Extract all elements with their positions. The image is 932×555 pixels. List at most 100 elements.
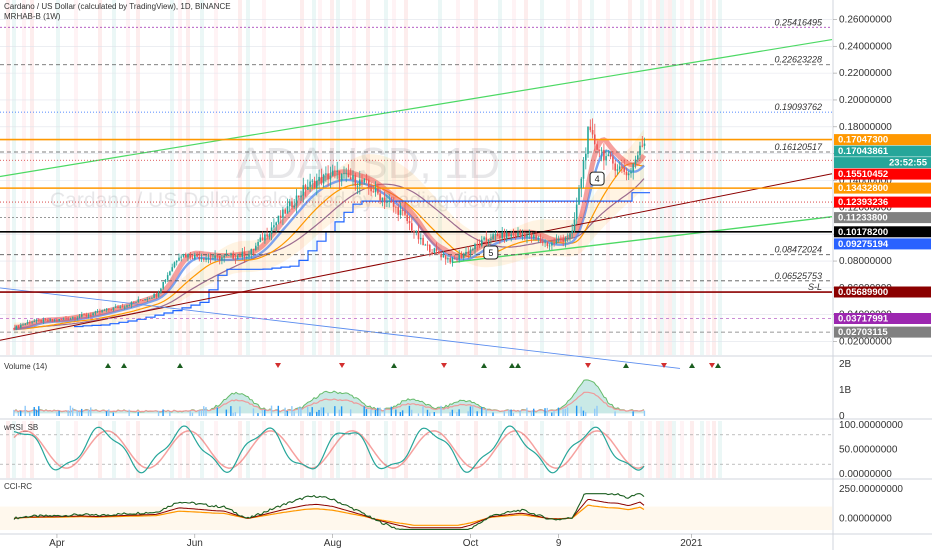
price-axis-label: 0.14000000 — [839, 176, 892, 187]
price-badge-bg — [834, 313, 931, 324]
signal-stripe — [12, 0, 16, 355]
candle-body — [462, 254, 465, 258]
volume-bar — [533, 408, 535, 416]
signal-stripe — [540, 421, 544, 478]
signal-stripe — [352, 421, 356, 478]
signal-stripe — [648, 421, 652, 478]
cci-orange-line — [13, 504, 645, 526]
candle-body — [433, 248, 436, 253]
volume-bar — [632, 411, 634, 416]
price-badge-text: 23:52:55 — [889, 158, 928, 169]
candle-body — [103, 310, 106, 312]
volume-bar — [363, 406, 365, 416]
candle-body — [42, 319, 45, 322]
price-badge-text: 0.11233800 — [838, 213, 888, 224]
candle-body — [336, 170, 338, 172]
signal-stripe — [718, 0, 722, 355]
volume-bar — [530, 410, 533, 416]
volume-bar — [311, 407, 313, 416]
volume-bar — [553, 410, 555, 416]
volume-bar — [309, 412, 311, 416]
candle-body — [117, 306, 119, 308]
candle-body — [564, 238, 567, 242]
volume-bar — [580, 406, 582, 416]
signal-stripe — [170, 421, 174, 478]
volume-bar — [286, 411, 289, 416]
volume-bar — [128, 409, 130, 416]
candle-body — [65, 318, 67, 320]
signal-stripe — [498, 0, 502, 355]
signal-stripe — [186, 0, 190, 355]
volume-bar — [270, 405, 273, 416]
candle-body — [451, 258, 454, 263]
signal-stripe — [566, 0, 570, 355]
candle-body — [600, 149, 603, 151]
signal-stripe — [30, 421, 34, 478]
candle-body — [422, 237, 424, 246]
stop-step-line — [74, 192, 650, 328]
signal-stripe — [606, 421, 610, 478]
candle-body — [286, 206, 289, 214]
volume-bar — [440, 405, 442, 416]
candle-body — [411, 223, 413, 231]
candle-body — [160, 288, 162, 293]
price-badge-bg — [834, 226, 931, 238]
signal-stripe — [660, 421, 664, 478]
wrsi-axis-label: 100.00000000 — [839, 420, 903, 431]
price-badge-bg — [834, 157, 931, 169]
signal-stripe — [312, 0, 316, 355]
candle-body — [377, 187, 379, 194]
price-badge-bg — [834, 238, 931, 250]
candle-body — [218, 256, 221, 261]
candle-body — [589, 126, 592, 131]
support-trendline — [452, 216, 833, 264]
candle-body — [594, 134, 596, 145]
signal-stripe — [384, 0, 388, 355]
price-badge: 0.02703115 — [834, 326, 931, 338]
volume-bar — [24, 405, 26, 416]
candle-body — [469, 249, 472, 254]
candle-body — [530, 233, 533, 238]
volume-signal-marker — [623, 363, 629, 368]
candle-body — [293, 205, 295, 208]
candle-body — [214, 255, 216, 259]
level-label: 0.16120517 — [774, 142, 823, 152]
candle-body — [354, 175, 357, 186]
candle-body — [517, 232, 519, 237]
candle-body — [182, 254, 185, 257]
candle-body — [146, 299, 149, 300]
volume-bar — [277, 405, 280, 416]
signal-stripe — [74, 0, 78, 355]
candle-body — [505, 232, 508, 239]
volume-bar — [596, 405, 598, 416]
volume-bar — [316, 411, 318, 416]
volume-bar — [112, 412, 115, 416]
candle-body — [424, 244, 427, 246]
signal-stripe — [126, 0, 130, 355]
candle-body — [295, 195, 298, 206]
candle-body — [162, 282, 164, 289]
signal-stripe — [474, 0, 478, 355]
candle-body — [119, 306, 121, 308]
candle-body — [313, 180, 316, 189]
candle-body — [67, 318, 69, 320]
candle-body — [397, 206, 399, 215]
candle-body — [130, 301, 133, 306]
volume-bar — [643, 410, 646, 416]
volume-bar — [307, 407, 309, 416]
price-badge: 0.05689900 — [834, 286, 931, 298]
volume-bar — [291, 406, 293, 416]
signal-stripe — [706, 421, 710, 478]
candle-body — [288, 201, 291, 207]
signal-stripe — [22, 0, 26, 355]
signal-stripe — [656, 421, 660, 478]
candle-body — [178, 257, 180, 261]
volume-bar — [566, 407, 569, 416]
volume-bar — [162, 409, 164, 416]
candle-body — [406, 214, 408, 221]
signal-stripe — [700, 0, 704, 355]
volume-bar — [492, 412, 494, 416]
